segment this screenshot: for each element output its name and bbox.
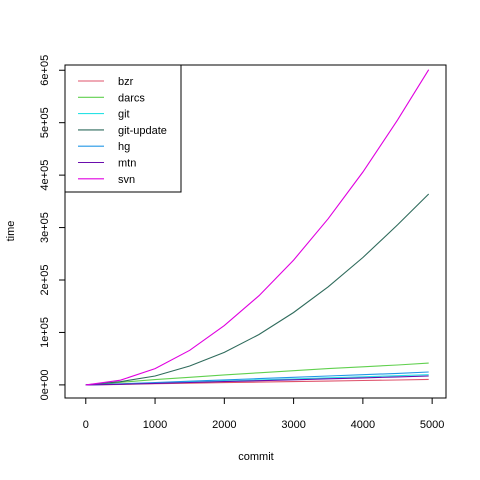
y-tick-label: 0e+00 (39, 369, 51, 400)
y-tick-label: 2e+05 (39, 265, 51, 296)
x-tick-label: 0 (83, 419, 89, 431)
series-line-hg (85, 371, 429, 386)
series-line-mtn (85, 375, 429, 386)
legend-label-hg: hg (118, 141, 130, 153)
y-tick-label: 5e+05 (39, 107, 51, 138)
legend-box (64, 64, 182, 193)
y-tick-label: 3e+05 (39, 212, 51, 243)
x-tick-label: 3000 (281, 419, 305, 431)
x-tick-label: 1000 (143, 419, 167, 431)
y-tick-label: 6e+05 (39, 55, 51, 86)
legend-label-darcs: darcs (118, 92, 145, 104)
legend-label-bzr: bzr (118, 76, 134, 88)
x-tick-label: 2000 (212, 419, 236, 431)
series-line-git-update (85, 193, 430, 386)
legend: bzr darcs git git-update hg mtn svn (64, 64, 182, 193)
series-layer (85, 69, 430, 386)
series-line-svn (85, 69, 430, 386)
y-tick-label: 4e+05 (39, 160, 51, 191)
y-axis-label: time (5, 221, 17, 242)
y-tick-label: 1e+05 (39, 317, 51, 348)
legend-label-svn: svn (118, 174, 135, 186)
legend-label-git: git (118, 109, 130, 121)
y-ticks: 0e+00 1e+05 2e+05 3e+05 4e+05 5e+05 6e+05 (39, 55, 65, 400)
x-axis-label: commit (238, 451, 273, 463)
series-line-darcs (85, 362, 429, 386)
x-tick-label: 5000 (420, 419, 444, 431)
x-ticks: 0 1000 2000 3000 4000 5000 (83, 398, 444, 431)
x-tick-label: 4000 (351, 419, 375, 431)
legend-label-git-update: git-update (118, 125, 167, 137)
legend-label-mtn: mtn (118, 158, 136, 170)
